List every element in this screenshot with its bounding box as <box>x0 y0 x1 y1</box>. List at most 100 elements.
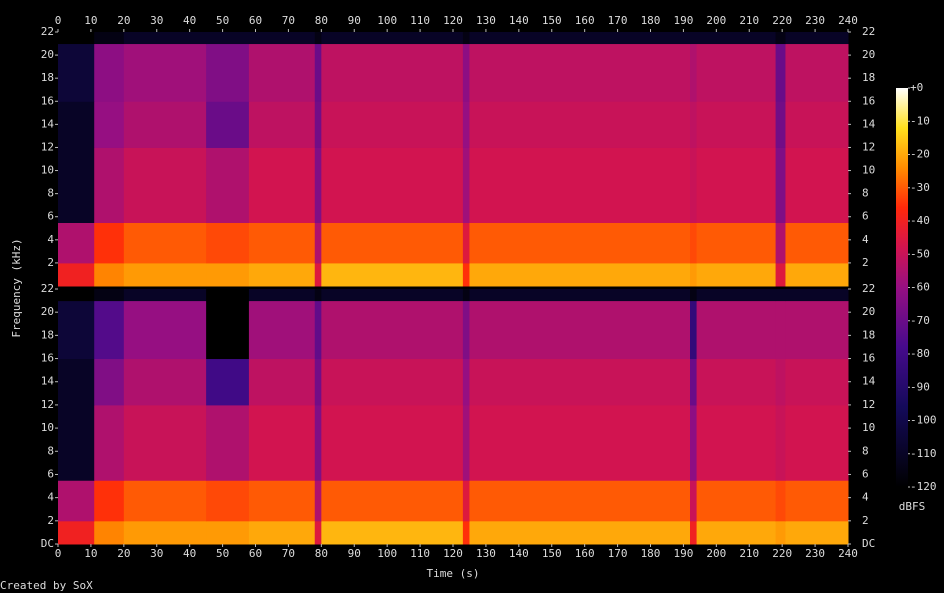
colorbar-label: dBFS <box>899 500 926 513</box>
x-tick-label: 140 <box>509 14 529 27</box>
y-tick-label-right: 10 <box>862 421 875 434</box>
heatmap-cell <box>775 404 786 481</box>
heatmap-cell <box>690 404 698 481</box>
heatmap-cell <box>321 262 464 287</box>
heatmap-cell <box>314 289 322 302</box>
y-tick-label-right: 22 <box>862 282 875 295</box>
heatmap-cell <box>123 101 207 148</box>
heatmap-cell <box>785 147 849 223</box>
heatmap-cell <box>58 289 95 302</box>
y-tick-label: 10 <box>41 421 54 434</box>
heatmap-cell <box>248 43 316 102</box>
heatmap-cell <box>94 43 125 102</box>
heatmap-cell <box>696 262 777 287</box>
heatmap-cell <box>206 222 250 264</box>
heatmap-cell <box>321 358 464 406</box>
heatmap-cell <box>94 262 125 287</box>
heatmap-cell <box>696 32 777 45</box>
heatmap-cell <box>775 480 786 522</box>
y-tick-label: 20 <box>41 305 54 318</box>
y-tick-label: 18 <box>41 71 54 84</box>
x-tick-label: 100 <box>377 14 397 27</box>
heatmap-cell <box>775 147 786 223</box>
heatmap-cell <box>696 289 777 302</box>
x-tick-label: 230 <box>805 14 825 27</box>
x-tick-label: 240 <box>838 14 858 27</box>
heatmap-cell <box>123 147 207 223</box>
heatmap-cell <box>248 147 316 223</box>
heatmap-cell <box>248 289 316 302</box>
heatmap-cell <box>58 262 95 287</box>
heatmap-cell <box>690 222 698 264</box>
y-tick-label-right: 14 <box>862 375 876 388</box>
x-tick-label: 30 <box>150 14 163 27</box>
x-tick-label: 120 <box>443 547 463 560</box>
y-tick-label-right: 12 <box>862 398 875 411</box>
x-tick-label: 0 <box>55 14 62 27</box>
x-tick-label: 120 <box>443 14 463 27</box>
x-tick-label: 50 <box>216 14 229 27</box>
x-tick-label: 160 <box>575 547 595 560</box>
heatmap-cell <box>321 147 464 223</box>
y-tick-label: 4 <box>47 233 54 246</box>
x-tick-label: 60 <box>249 547 262 560</box>
heatmap-cell <box>690 147 698 223</box>
heatmap-cell <box>785 520 849 545</box>
heatmap-cell <box>123 404 207 481</box>
x-tick-label: 0 <box>55 547 62 560</box>
heatmap-cell <box>462 262 470 287</box>
heatmap-cell <box>462 300 470 360</box>
y-tick-label-right: 2 <box>862 256 869 269</box>
y-tick-label-right: 6 <box>862 467 869 480</box>
heatmap-cell <box>206 43 250 102</box>
heatmap-cell <box>58 222 95 264</box>
heatmap-cell <box>696 147 777 223</box>
colorbar-tick-label: -120 <box>910 480 937 493</box>
heatmap-cell <box>314 358 322 406</box>
y-tick-label: 22 <box>41 282 54 295</box>
heatmap-cell <box>696 300 777 360</box>
x-tick-label: 80 <box>315 14 328 27</box>
heatmap-cell <box>469 32 691 45</box>
heatmap-cell <box>775 101 786 148</box>
x-tick-label: 90 <box>348 14 361 27</box>
y-tick-label-right: 16 <box>862 352 875 365</box>
heatmap-cell <box>321 300 464 360</box>
x-tick-label: 40 <box>183 547 196 560</box>
heatmap-cell <box>94 289 125 302</box>
heatmap-cell <box>696 222 777 264</box>
x-tick-label: 100 <box>377 547 397 560</box>
heatmap-cell <box>462 147 470 223</box>
colorbar-tick-label: -80 <box>910 347 930 360</box>
y-tick-label-right: 20 <box>862 48 875 61</box>
y-tick-label: 6 <box>47 467 54 480</box>
heatmap-cell <box>123 289 207 302</box>
heatmap-cell <box>123 43 207 102</box>
heatmap-cell <box>785 300 849 360</box>
heatmap-cell <box>58 32 95 45</box>
x-tick-label: 200 <box>706 14 726 27</box>
y-tick-label: 18 <box>41 328 54 341</box>
heatmap-cell <box>469 262 691 287</box>
heatmap-cell <box>206 101 250 148</box>
heatmap-cell <box>775 43 786 102</box>
x-tick-label: 190 <box>673 547 693 560</box>
x-tick-label: 210 <box>739 547 759 560</box>
heatmap-cell <box>785 358 849 406</box>
heatmap-cell <box>775 289 786 302</box>
heatmap-cell <box>314 404 322 481</box>
heatmap-cell <box>462 43 470 102</box>
heatmap-cell <box>690 262 698 287</box>
y-tick-label: 2 <box>47 256 54 269</box>
heatmap-cell <box>94 300 125 360</box>
heatmap-cell <box>321 32 464 45</box>
heatmap-cell <box>94 147 125 223</box>
heatmap-cell <box>94 520 125 545</box>
y-tick-label: 22 <box>41 25 54 38</box>
heatmap-cell <box>469 520 691 545</box>
heatmap-cell <box>248 520 316 545</box>
heatmap-cell <box>690 32 698 45</box>
heatmap-cell <box>321 480 464 522</box>
heatmap-cell <box>785 32 849 45</box>
